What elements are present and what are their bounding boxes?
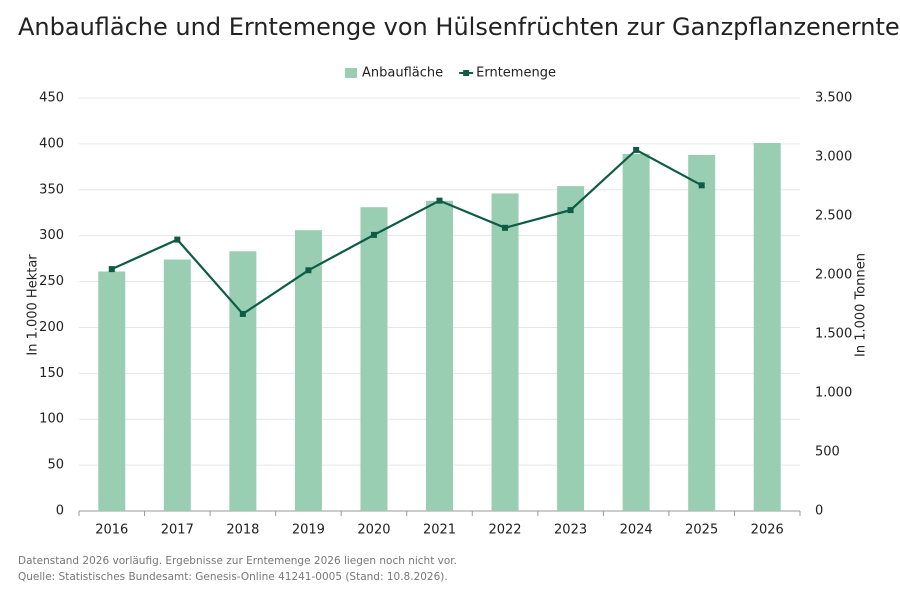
marker bbox=[370, 231, 377, 238]
marker bbox=[305, 267, 312, 274]
y-tick-label: 100 bbox=[39, 412, 64, 427]
x-tick-label: 2020 bbox=[357, 523, 390, 538]
legend-swatch bbox=[345, 68, 357, 78]
y-tick-label: 0 bbox=[56, 504, 64, 519]
marker bbox=[108, 266, 115, 273]
note: Datenstand 2026 vorläufig. Ergebnisse zu… bbox=[18, 555, 457, 567]
y2-tick-label: 2.000 bbox=[815, 268, 852, 283]
marker bbox=[174, 236, 181, 243]
x-tick-label: 2026 bbox=[751, 523, 784, 538]
bar bbox=[98, 271, 126, 511]
y2-tick-label: 3.500 bbox=[815, 91, 852, 106]
y-tick-label: 50 bbox=[47, 458, 64, 473]
bar bbox=[426, 200, 453, 511]
x-tick-label: 2023 bbox=[554, 523, 587, 538]
marker bbox=[502, 224, 509, 231]
x-tick-label: 2018 bbox=[226, 523, 259, 538]
bar bbox=[491, 193, 519, 511]
y2-tick-label: 500 bbox=[815, 445, 840, 460]
marker bbox=[436, 197, 443, 204]
y2-axis-title: In 1.000 Tonnen bbox=[854, 253, 869, 357]
chart-title: Anbaufläche und Erntemenge von Hülsenfrü… bbox=[18, 13, 900, 41]
x-tick-label: 2021 bbox=[423, 523, 456, 538]
legend-label: Erntemenge bbox=[476, 66, 556, 81]
x-tick-label: 2016 bbox=[95, 523, 128, 538]
y2-tick-label: 1.500 bbox=[815, 327, 852, 342]
y-axis-title: In 1.000 Hektar bbox=[26, 254, 41, 356]
bar bbox=[753, 142, 781, 511]
y2-tick-label: 0 bbox=[815, 504, 823, 519]
y-tick-label: 200 bbox=[39, 320, 64, 335]
x-tick-label: 2017 bbox=[161, 523, 194, 538]
bar bbox=[557, 186, 585, 511]
y-tick-label: 400 bbox=[39, 136, 64, 151]
note: Quelle: Statistisches Bundesamt: Genesis… bbox=[18, 571, 448, 583]
legend-swatch bbox=[463, 70, 470, 76]
y-tick-label: 250 bbox=[39, 274, 64, 289]
x-tick-label: 2022 bbox=[488, 523, 521, 538]
bar bbox=[163, 259, 191, 511]
y2-tick-label: 3.000 bbox=[815, 150, 852, 165]
y-tick-label: 300 bbox=[39, 228, 64, 243]
y-tick-label: 150 bbox=[39, 366, 64, 381]
line bbox=[111, 148, 703, 316]
bar bbox=[622, 153, 650, 512]
x-tick-label: 2025 bbox=[685, 523, 718, 538]
marker bbox=[698, 182, 705, 189]
marker bbox=[239, 310, 246, 317]
y2-tick-label: 2.500 bbox=[815, 209, 852, 224]
x-tick-label: 2024 bbox=[620, 523, 653, 538]
y2-tick-label: 1.000 bbox=[815, 386, 852, 401]
marker bbox=[633, 146, 640, 153]
bar bbox=[229, 251, 257, 511]
legend-label: Anbaufläche bbox=[362, 66, 443, 81]
y-tick-label: 350 bbox=[39, 182, 64, 197]
y-tick-label: 450 bbox=[39, 91, 64, 106]
bar bbox=[360, 207, 388, 511]
bar bbox=[688, 154, 716, 511]
x-tick-label: 2019 bbox=[292, 523, 325, 538]
marker bbox=[567, 207, 574, 214]
